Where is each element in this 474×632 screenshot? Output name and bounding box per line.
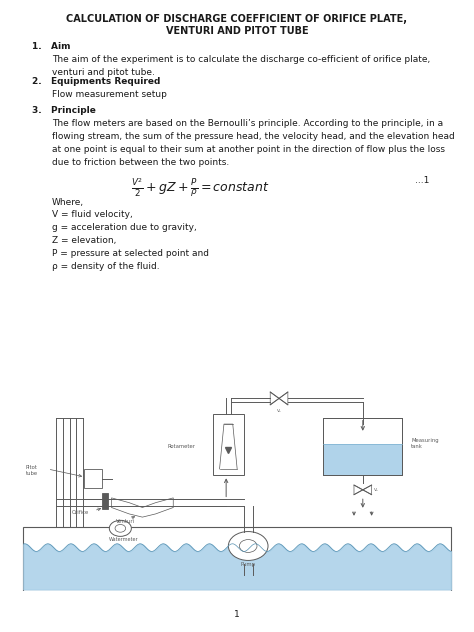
Bar [23,526,451,591]
Text: CALCULATION OF DISCHARGE COEFFICIENT OF ORIFICE PLATE,: CALCULATION OF DISCHARGE COEFFICIENT OF … [66,14,408,24]
Text: Orifice: Orifice [72,510,89,515]
Text: Pitot
tube: Pitot tube [26,465,38,476]
Text: 1.   Aim: 1. Aim [32,42,71,51]
Text: P = pressure at selected point and: P = pressure at selected point and [52,249,209,258]
Text: The flow meters are based on the Bernoulli’s principle. According to the princip: The flow meters are based on the Bernoul… [52,119,455,167]
Circle shape [115,525,126,532]
Text: Rotameter: Rotameter [167,444,195,449]
Text: $\frac{V^2}{2} + gZ + \frac{P}{\rho} = \mathit{constant}$: $\frac{V^2}{2} + gZ + \frac{P}{\rho} = \… [131,176,269,198]
Text: VENTURI AND PITOT TUBE: VENTURI AND PITOT TUBE [166,26,308,36]
Circle shape [109,520,131,537]
Polygon shape [354,485,363,495]
Polygon shape [279,392,288,405]
Bar [323,444,402,475]
Text: 2.   Equipments Required: 2. Equipments Required [32,77,160,86]
Text: Venturi: Venturi [116,520,135,525]
Text: ρ = density of the fluid.: ρ = density of the fluid. [52,262,160,271]
Text: Fig.1. Experimental set up: Fig.1. Experimental set up [177,570,297,579]
Text: V₁: V₁ [277,409,282,413]
Text: ...1: ...1 [415,176,429,185]
Text: Measuring
tank: Measuring tank [411,438,439,449]
Text: g = acceleration due to gravity,: g = acceleration due to gravity, [52,223,197,232]
Text: V = fluid velocity,: V = fluid velocity, [52,210,133,219]
Polygon shape [111,498,173,517]
Text: Watermeter: Watermeter [109,537,139,542]
Text: Z = elevation,: Z = elevation, [52,236,117,245]
Text: V₂: V₂ [374,488,379,492]
Text: Where,: Where, [52,198,84,207]
Circle shape [239,540,257,552]
Bar [323,418,402,475]
Text: 1: 1 [234,610,240,619]
Text: 3.   Principle: 3. Principle [32,106,96,115]
Polygon shape [270,392,279,405]
Text: Pump: Pump [241,562,255,567]
Bar [213,415,244,475]
Circle shape [228,532,268,561]
Bar [84,469,102,489]
Text: The aim of the experiment is to calculate the discharge co-efficient of orifice : The aim of the experiment is to calculat… [52,55,430,77]
Bar [323,418,402,475]
Text: Flow measurement setup: Flow measurement setup [52,90,167,99]
Polygon shape [363,485,372,495]
Bar [102,493,109,509]
